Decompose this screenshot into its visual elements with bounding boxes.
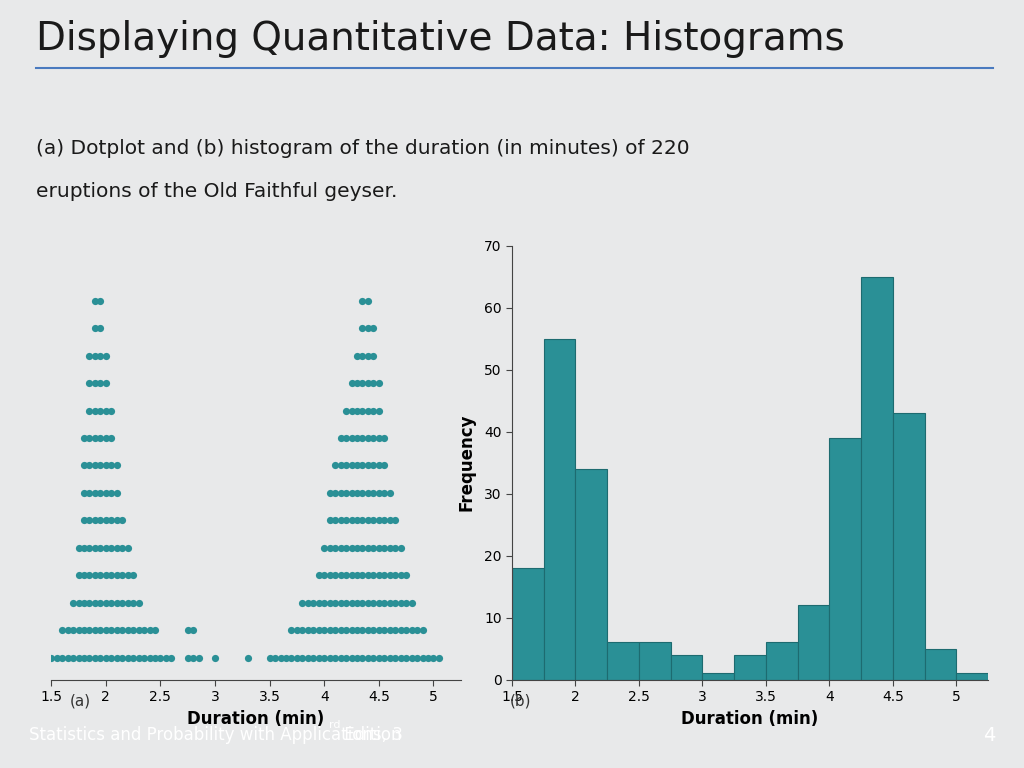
X-axis label: Duration (min): Duration (min) (681, 710, 819, 727)
Bar (512, 568, 544, 680)
Bar (734, 655, 766, 680)
Bar (766, 643, 798, 680)
Text: eruptions of the Old Faithful geyser.: eruptions of the Old Faithful geyser. (36, 182, 397, 201)
Bar (861, 276, 893, 680)
Text: (b): (b) (510, 693, 531, 708)
Bar (639, 643, 671, 680)
Bar (893, 413, 925, 680)
Bar (925, 649, 956, 680)
Text: Statistics and Probability with Applications, 3: Statistics and Probability with Applicat… (29, 727, 402, 744)
Text: Displaying Quantitative Data: Histograms: Displaying Quantitative Data: Histograms (36, 20, 845, 58)
Text: rd: rd (329, 720, 340, 730)
Text: Edition: Edition (339, 727, 401, 744)
Bar (575, 469, 607, 680)
Bar (956, 674, 988, 680)
Text: (a): (a) (70, 693, 91, 708)
Text: (a) Dotplot and (b) histogram of the duration (in minutes) of 220: (a) Dotplot and (b) histogram of the dur… (36, 139, 689, 158)
Bar (671, 655, 702, 680)
Bar (829, 438, 861, 680)
Bar (798, 605, 829, 680)
Text: 4: 4 (983, 726, 995, 745)
Bar (702, 674, 734, 680)
Bar (607, 643, 639, 680)
X-axis label: Duration (min): Duration (min) (187, 710, 325, 727)
Bar (544, 339, 575, 680)
Y-axis label: Frequency: Frequency (458, 414, 475, 511)
